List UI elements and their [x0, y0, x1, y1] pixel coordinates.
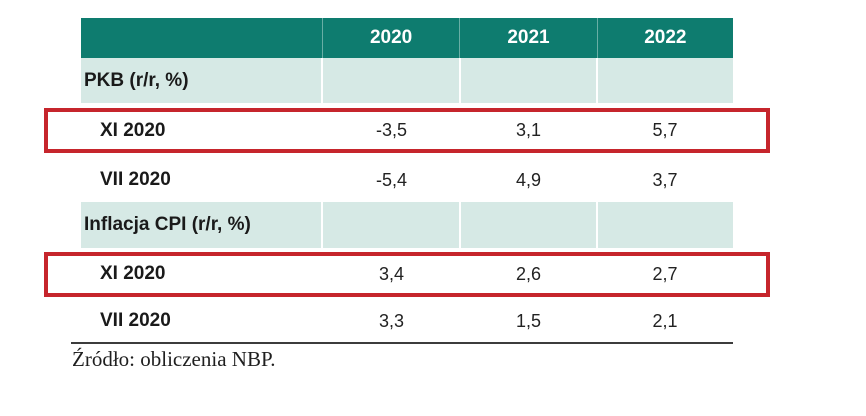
cell-value: 3,1: [515, 120, 542, 140]
header-empty-cell: [81, 18, 322, 58]
header-year-2020: 2020: [321, 18, 459, 58]
table-row-pkb-vii2020: VII 2020 -5,4 4,9 3,7: [81, 158, 733, 202]
cell-value: 1,5: [515, 310, 542, 331]
table-header-row: 2020 2021 2022: [81, 18, 733, 58]
section-row-pkb: PKB (r/r, %): [81, 58, 734, 103]
cell-value: 2,6: [515, 263, 542, 284]
source-note: Źródło: obliczenia NBP.: [72, 347, 276, 371]
projection-table: 2020 2021 2022 PKB (r/r, %) XI 2020 -3,5…: [81, 18, 734, 342]
table-row-cpi-vii2020: VII 2020 3,3 1,5 2,1: [81, 300, 733, 342]
section-label-inflacja-cpi: Inflacja CPI (r/r, %): [81, 202, 321, 248]
cell-value: 3,3: [378, 310, 405, 331]
section-cell: [320, 202, 459, 248]
table-row-pkb-xi2020: XI 2020 -3,5 3,1 5,7: [81, 103, 733, 158]
section-cell: [458, 202, 597, 248]
cell-value: 5,7: [652, 120, 678, 140]
section-cell: [458, 58, 597, 103]
row-label: VII 2020: [100, 310, 171, 331]
cell-value: 3,4: [378, 263, 405, 284]
table-row-cpi-xi2020: XI 2020 3,4 2,6 2,7: [81, 248, 733, 300]
section-row-inflacja-cpi: Inflacja CPI (r/r, %): [81, 202, 734, 248]
header-year-2022: 2022: [596, 18, 733, 58]
header-year-2021: 2021: [459, 18, 596, 58]
section-cell: [596, 58, 734, 103]
table-bottom-rule: [71, 342, 733, 344]
row-label: XI 2020: [100, 119, 166, 141]
cell-value: -3,5: [375, 120, 408, 140]
cell-value: 2,7: [652, 263, 678, 284]
section-cell: [320, 58, 459, 103]
section-cell: [596, 202, 734, 248]
cell-value: 4,9: [515, 169, 542, 190]
row-label: VII 2020: [100, 169, 171, 190]
cell-value: -5,4: [375, 169, 408, 190]
row-label: XI 2020: [100, 263, 166, 284]
section-label-pkb: PKB (r/r, %): [81, 58, 321, 103]
cell-value: 3,7: [652, 169, 678, 190]
cell-value: 2,1: [652, 310, 678, 331]
